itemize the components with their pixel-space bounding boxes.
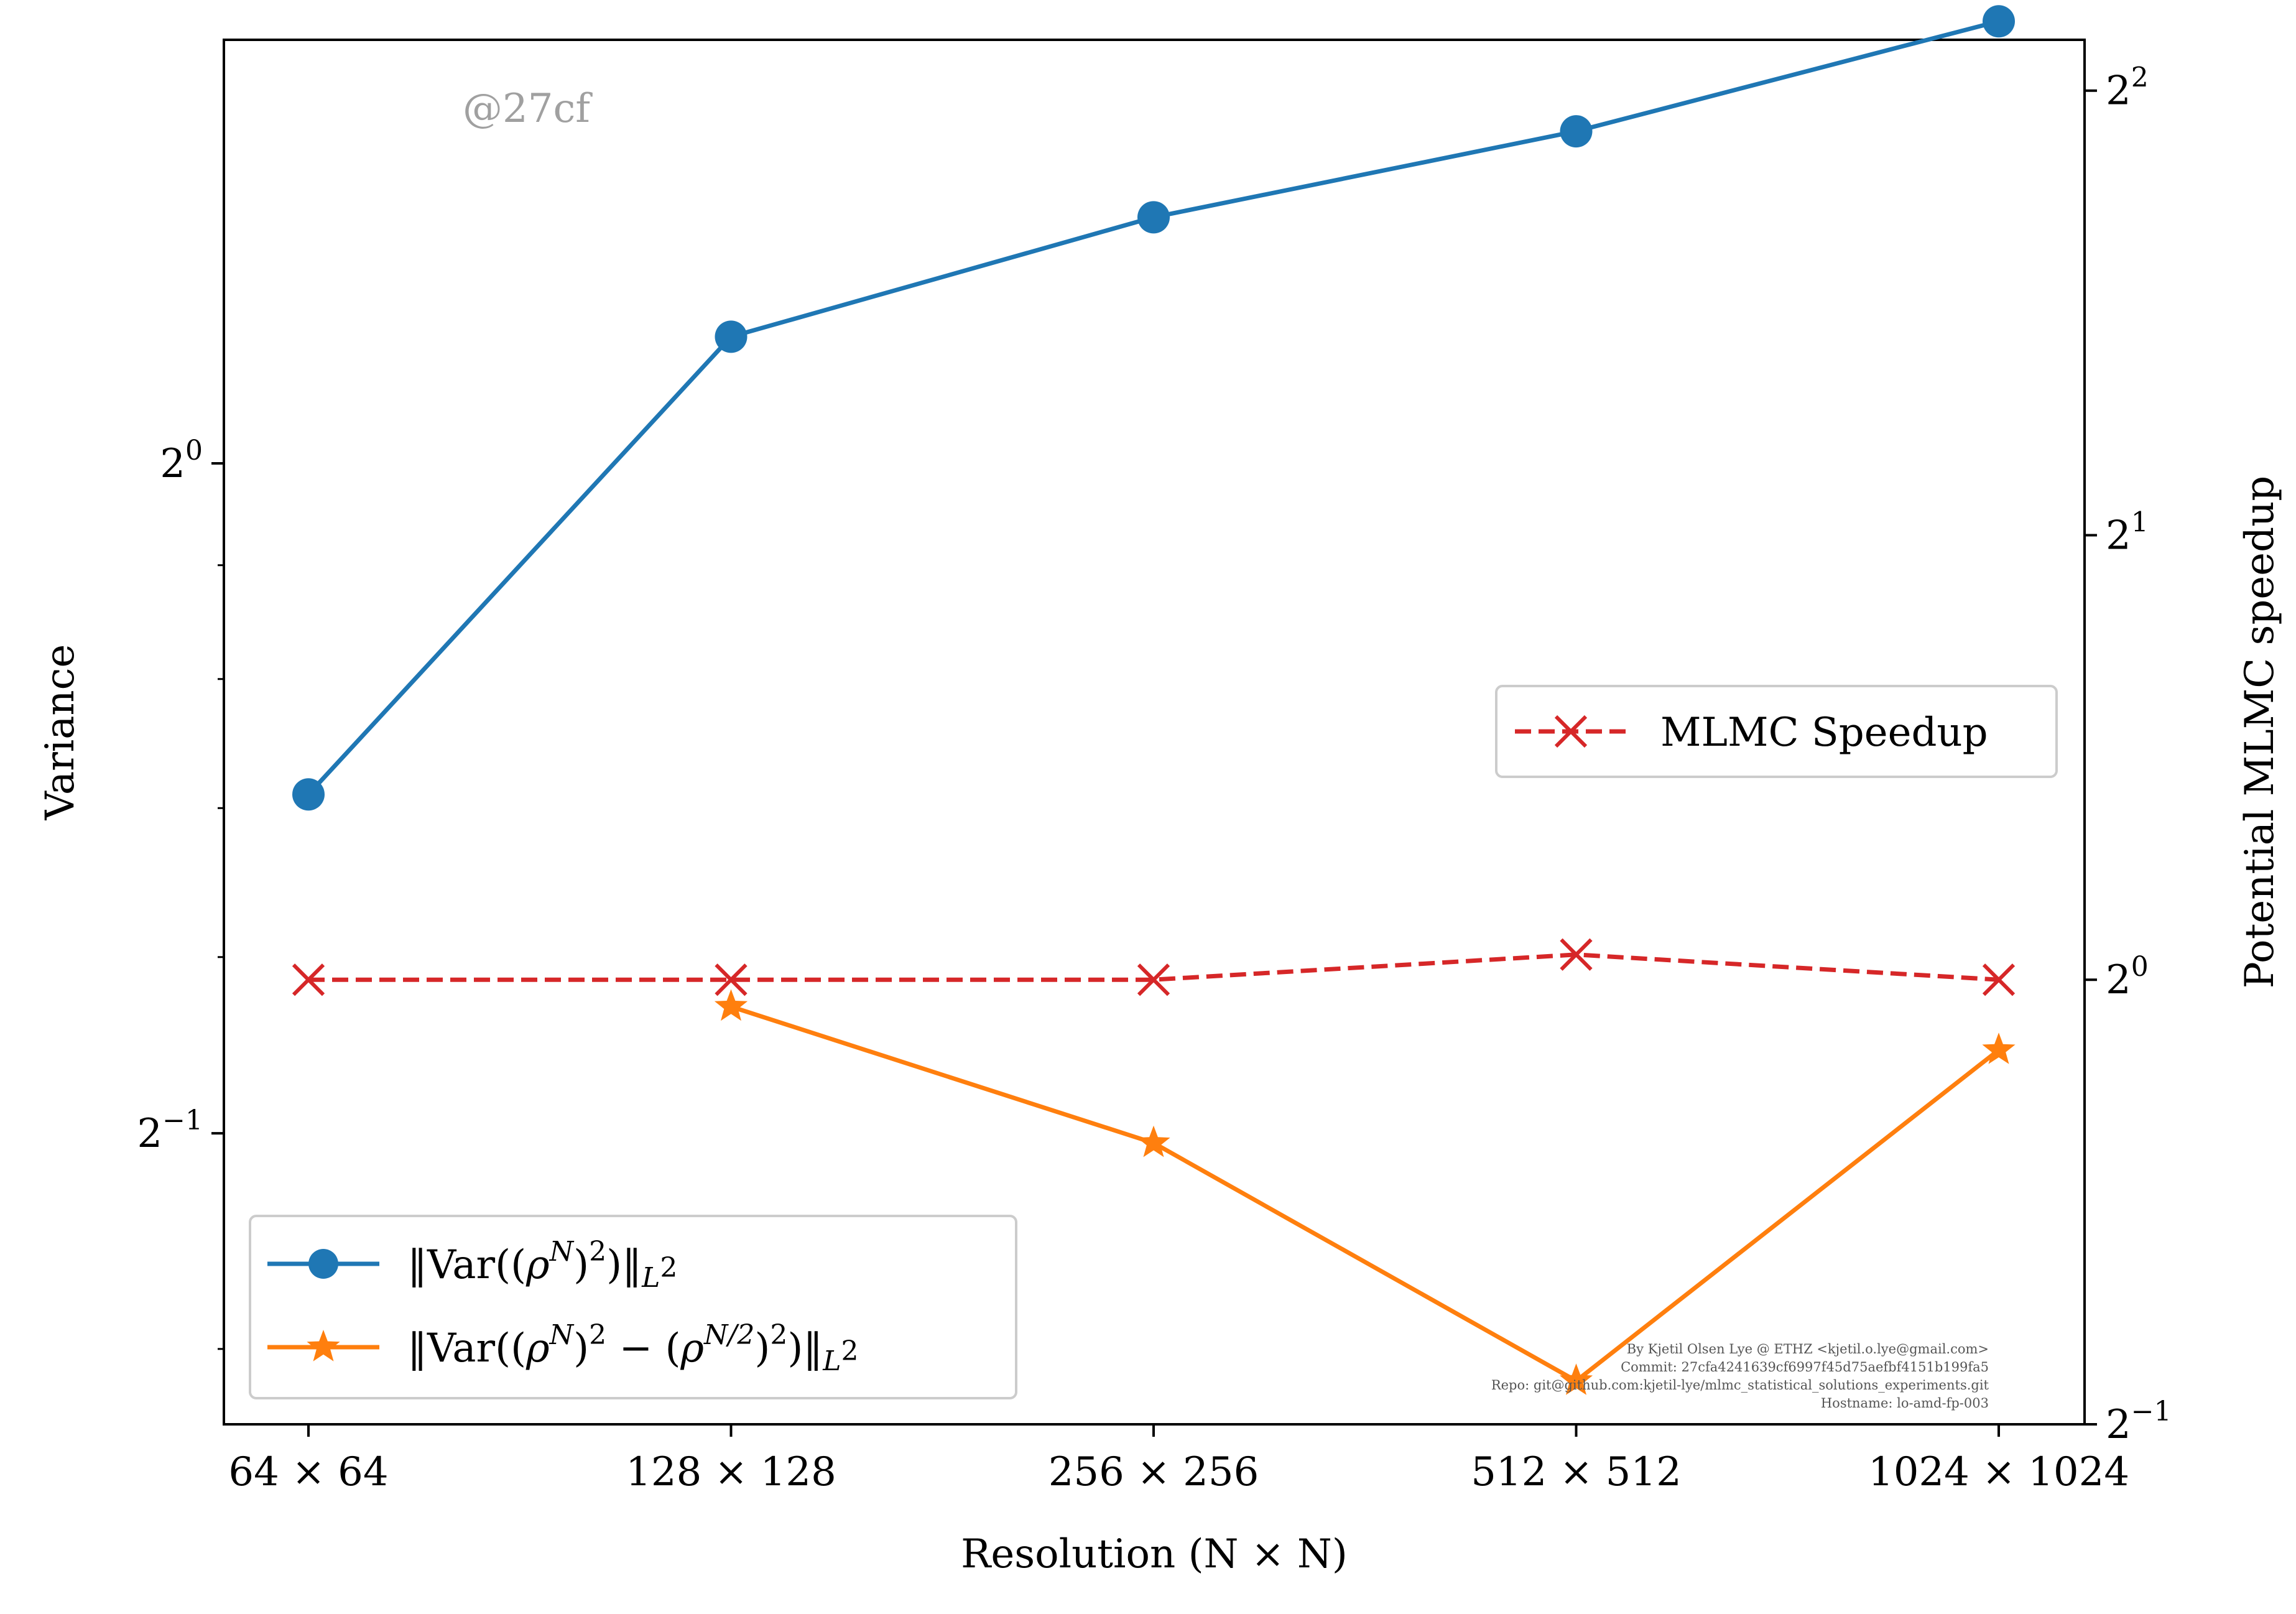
legend-entry-variance: ‖Var((ρN)2)‖L2: [267, 1236, 677, 1294]
data-point: [1982, 1032, 2016, 1064]
legend-label-speedup: MLMC Speedup: [1660, 710, 1988, 756]
data-point: [1560, 115, 1593, 148]
series-line: [730, 1004, 2001, 1384]
metadata-line: Repo: git@github.com:kjetil-lye/mlmc_sta…: [1491, 1378, 1989, 1393]
x-tick-label: 256 × 256: [1048, 1449, 1259, 1495]
left-y-tick-label: 20: [160, 435, 203, 487]
series-layer: [292, 5, 2016, 1395]
legend-right-box: [1495, 685, 2058, 778]
right-y-axis-ticks: 2−1 20 21 22: [2085, 62, 2172, 1448]
x-axis-label: Resolution (N × N): [961, 1531, 1348, 1577]
legend-star-marker: [307, 1330, 340, 1361]
series-1: [714, 989, 2016, 1395]
data-point: [1560, 938, 1593, 971]
data-point: [715, 963, 748, 996]
legend-x-marker: [1554, 715, 1588, 748]
left-y-axis-label: Variance: [37, 644, 83, 821]
x-tick-label: 1024 × 1024: [1868, 1449, 2129, 1495]
series-2: [292, 938, 2016, 996]
left-y-axis-ticks: 20 2−1: [137, 435, 224, 1350]
metadata-block: By Kjetil Olsen Lye @ ETHZ <kjetil.o.lye…: [1491, 1342, 1989, 1411]
legend-right: MLMC Speedup: [1495, 685, 2058, 778]
data-point: [1137, 1125, 1170, 1157]
right-y-tick-label: 21: [2106, 506, 2149, 559]
data-point: [292, 778, 325, 811]
series-0: [292, 5, 2015, 811]
x-axis-ticks: 64 × 64 128 × 128 256 × 256 512 × 512 1024 ×…: [228, 1424, 2129, 1495]
legend-left-box: [249, 1215, 1017, 1399]
data-point: [1982, 963, 2016, 996]
watermark-text: @27cf: [463, 86, 593, 132]
series-line: [308, 952, 1999, 982]
metadata-line: By Kjetil Olsen Lye @ ETHZ <kjetil.o.lye…: [1627, 1342, 1989, 1357]
x-tick-label: 128 × 128: [626, 1449, 836, 1495]
metadata-line: Commit: 27cfa4241639cf6997f45d75aefbf415…: [1621, 1360, 1989, 1375]
metadata-line: Hostname: lo-amd-fp-003: [1821, 1396, 1989, 1411]
legend-label-variance: ‖Var((ρN)2)‖L2: [407, 1236, 677, 1294]
right-y-tick-label: 2−1: [2106, 1396, 2172, 1448]
left-y-tick-label: 2−1: [137, 1105, 203, 1157]
legend-left: ‖Var((ρN)2)‖L2 ‖Var((ρN)2 − (ρN/2)2)‖L2: [249, 1215, 1017, 1399]
data-point: [714, 989, 748, 1021]
data-point: [1559, 1363, 1593, 1395]
right-y-axis-label: Potential MLMC speedup: [2237, 476, 2283, 989]
right-y-tick-label: 20: [2106, 951, 2149, 1003]
legend-circle-marker: [308, 1249, 338, 1279]
right-y-tick-label: 22: [2106, 62, 2149, 114]
data-point: [1137, 201, 1170, 234]
x-tick-label: 64 × 64: [228, 1449, 388, 1495]
data-point: [292, 963, 325, 996]
legend-label-difference: ‖Var((ρN)2 − (ρN/2)2)‖L2: [407, 1319, 859, 1377]
data-point: [715, 320, 748, 353]
data-point: [1983, 5, 2015, 38]
x-tick-label: 512 × 512: [1471, 1449, 1682, 1495]
data-point: [1137, 963, 1170, 996]
